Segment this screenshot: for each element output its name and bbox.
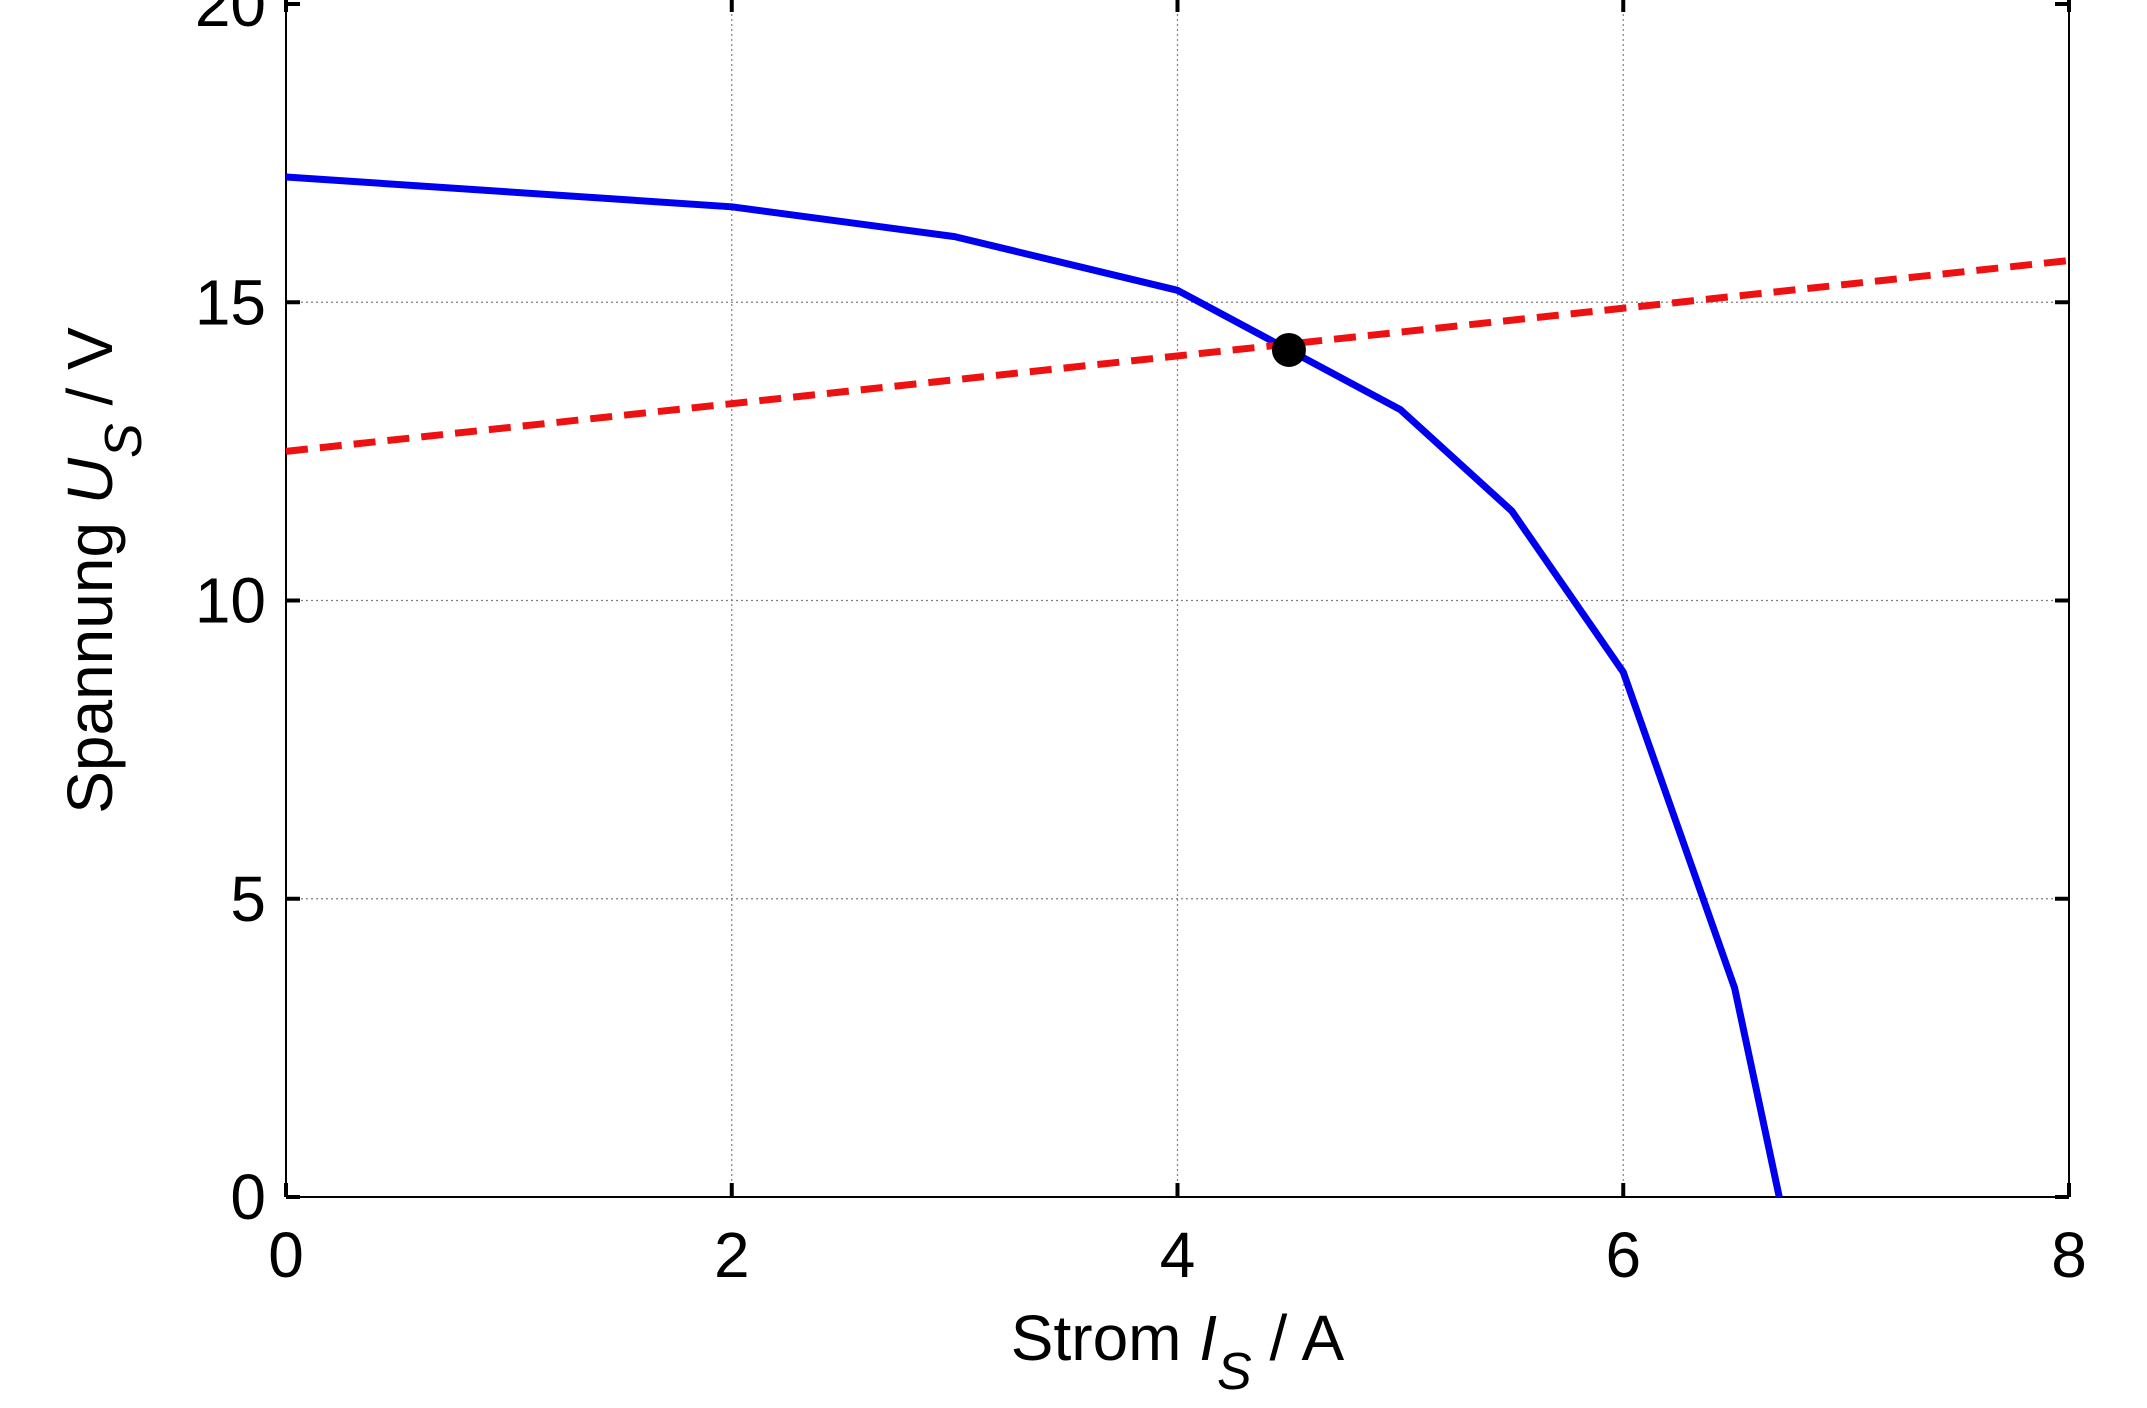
axes (284, 0, 2071, 1199)
plot-markers (1271, 332, 1306, 367)
x-tick-label: 8 (2051, 1219, 2087, 1291)
axis-label-part: S (95, 423, 153, 458)
x-tick-label: 4 (1160, 1219, 1196, 1291)
axis-label-part: S (1217, 1343, 1252, 1401)
x-axis-label: Strom IS / A (1011, 1302, 1345, 1401)
solid-line-series (285, 173, 1783, 1198)
dashed-line-series (285, 257, 2070, 455)
x-tick-label: 6 (1605, 1219, 1641, 1291)
axis-label-part: Strom (1011, 1302, 1199, 1374)
axis-label-part: I (1199, 1302, 1217, 1374)
tick-labels: 0 2 4 6 8 0 5 10 15 20 (195, 0, 2087, 1291)
plot-series (285, 173, 2070, 1198)
grid (286, 4, 2069, 1197)
axis-label-part: U (54, 457, 126, 504)
y-tick-label: 15 (195, 266, 266, 338)
y-tick-label: 10 (195, 565, 266, 637)
y-axis-label: Spannung US / V (54, 327, 153, 814)
axis-label-part: / A (1252, 1302, 1345, 1374)
y-tick-label: 20 (195, 0, 266, 40)
axis-label-part: / V (54, 327, 126, 423)
axis-label-part: Spannung (54, 504, 126, 814)
y-tick-label: 5 (230, 863, 266, 935)
intersection-point (1271, 332, 1306, 367)
x-tick-label: 2 (714, 1219, 750, 1291)
y-tick-label: 0 (230, 1161, 266, 1233)
x-tick-label: 0 (268, 1219, 304, 1291)
